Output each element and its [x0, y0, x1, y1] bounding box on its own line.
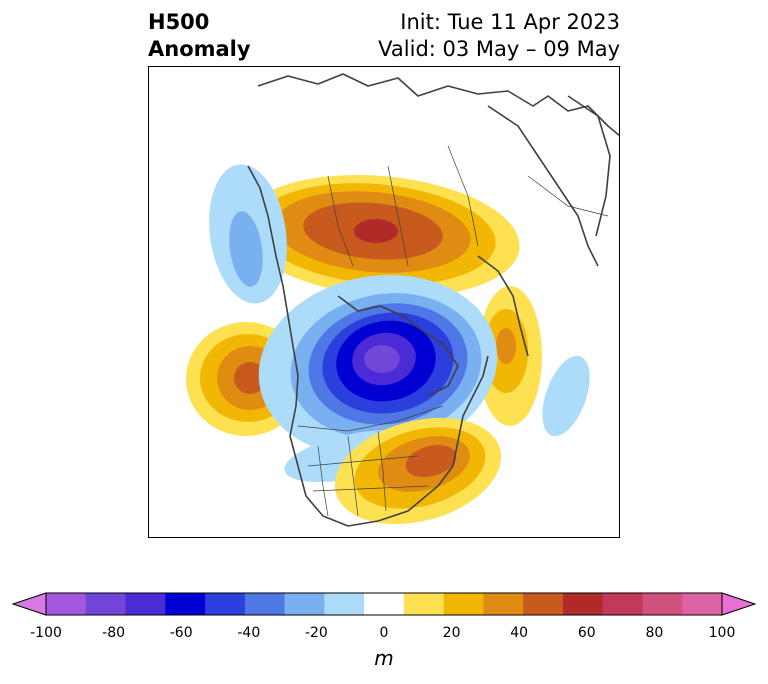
colorbar-tick-label: -20: [304, 625, 328, 641]
state-border-5: [312, 485, 429, 492]
colorbar-swatch: [642, 593, 683, 615]
coastlines: [247, 73, 620, 527]
state-border-4: [307, 455, 419, 467]
colorbar-swatch: [46, 593, 87, 615]
colorbar-tick-label: 80: [645, 625, 664, 641]
init-date: Init: Tue 11 Apr 2023: [400, 10, 620, 34]
colorbar-swatch: [85, 593, 127, 615]
anomaly-map: [148, 66, 620, 538]
pacific-high-40: [234, 362, 266, 394]
colorbar: [11, 592, 757, 616]
colorbar-swatch: [602, 593, 643, 615]
bc-low-20: [229, 211, 263, 287]
greenland-coast: [487, 105, 599, 267]
colorbar-swatch: [284, 593, 325, 615]
province-border-2: [387, 165, 409, 267]
colorbar-tick-label: -80: [102, 625, 126, 641]
greenland-east: [567, 95, 611, 237]
colorbar-tick-label: 60: [577, 625, 596, 641]
colorbar-outline: [45, 592, 723, 616]
alaska-high-60: [354, 219, 398, 243]
colorbar-tick-label: -60: [169, 625, 193, 641]
colorbar-swatch: [682, 593, 723, 615]
variable-title: H500: [148, 10, 210, 34]
colorbar-swatch: [324, 593, 365, 615]
colorbar-tick-label: -40: [237, 625, 261, 641]
province-border-1: [327, 175, 354, 267]
colorbar-swatch: [165, 593, 206, 615]
anomaly-alaska-high: [240, 174, 520, 298]
colorbar-tick-label: 100: [708, 625, 736, 641]
state-border-3: [377, 430, 387, 512]
colorbar-segments: [46, 593, 723, 615]
arctic-coast: [257, 73, 620, 137]
eastus-high-40: [405, 445, 457, 477]
labrador-coast: [477, 255, 529, 357]
colorbar-swatch: [403, 593, 445, 615]
field-title: Anomaly: [148, 37, 251, 61]
anomaly-eastus-high: [334, 417, 502, 525]
greenland-high-30: [496, 328, 516, 364]
colorbar-swatch: [244, 593, 286, 615]
canada-low-70: [364, 345, 400, 373]
colorbar-swatch: [364, 593, 405, 615]
map-border: [148, 66, 620, 538]
colorbar-tick-label: 20: [442, 625, 461, 641]
colorbar-tick-label: -100: [30, 625, 62, 641]
west-coast: [247, 165, 349, 527]
east-coast: [347, 355, 489, 527]
anomaly-atlantic-low: [542, 355, 590, 437]
us-canada-border: [297, 405, 444, 432]
hudson-bay: [337, 295, 459, 397]
valid-range: Valid: 03 May – 09 May: [378, 37, 620, 61]
colorbar-swatch: [523, 593, 564, 615]
province-border-3: [447, 145, 479, 247]
anomaly-bc-low: [209, 164, 287, 304]
colorbar-swatch: [483, 593, 524, 615]
greenland-border: [527, 175, 609, 217]
colorbar-left-arrow: [11, 592, 47, 616]
colorbar-tick-label: 0: [379, 625, 389, 641]
colorbar-swatch: [205, 593, 246, 615]
borders: [297, 145, 609, 517]
colorbar-unit: m: [374, 646, 394, 670]
colorbar-right-arrow: [721, 592, 757, 616]
colorbar-tick-label: 40: [510, 625, 529, 641]
state-border-1: [317, 445, 329, 517]
colorbar-swatch: [125, 593, 166, 615]
state-border-2: [347, 435, 359, 517]
colorbar-swatch: [443, 593, 484, 615]
colorbar-swatch: [562, 593, 604, 615]
anomaly-canada-low: [258, 274, 498, 458]
